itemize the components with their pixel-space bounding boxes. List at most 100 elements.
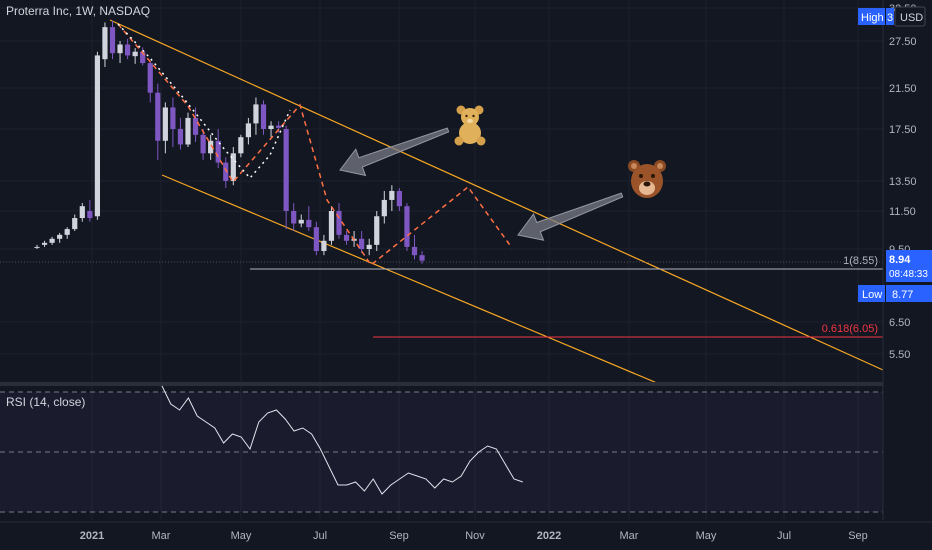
candle-body: [57, 234, 63, 239]
time-tick-label: Mar: [620, 530, 639, 542]
fib-label: 0.618(6.05): [822, 323, 878, 335]
candle: [162, 102, 168, 154]
candle-body: [404, 206, 410, 247]
zigzag-pattern: [117, 23, 513, 267]
candle-body: [87, 211, 93, 219]
trend-channel: [109, 19, 884, 384]
candle: [200, 129, 206, 160]
candle: [79, 203, 85, 222]
candle-body: [245, 123, 251, 138]
candle-body: [170, 107, 176, 129]
candle: [41, 240, 48, 247]
candle: [208, 134, 214, 160]
candle-body: [411, 246, 418, 256]
candle: [359, 230, 365, 254]
countdown: 08:48:33: [889, 269, 928, 280]
time-tick-label: May: [231, 530, 252, 542]
candle-body: [253, 104, 259, 124]
price-tick-label: 5.50: [889, 349, 910, 361]
price-tick-label: 27.50: [889, 36, 917, 48]
candle: [223, 157, 229, 189]
candle: [117, 41, 123, 64]
candlestick-series: [34, 20, 425, 264]
candle-body: [102, 27, 108, 60]
time-tick-label: May: [696, 530, 717, 542]
high-badge: [858, 8, 885, 25]
candle-body: [200, 134, 206, 154]
candle-body: [147, 63, 153, 93]
last-price: 8.94: [889, 254, 911, 266]
candle-body: [283, 129, 289, 211]
candle: [389, 185, 395, 211]
candle-body: [132, 51, 138, 57]
candle: [49, 236, 55, 245]
candle: [230, 146, 236, 186]
time-axis-bg: [0, 522, 932, 550]
price-tick-label: 13.50: [889, 176, 917, 188]
candle: [313, 221, 319, 256]
time-tick-label: Sep: [848, 530, 868, 542]
low-badge: [858, 285, 885, 302]
candle-body: [389, 190, 395, 200]
candle: [185, 112, 191, 147]
arrow-left: [339, 127, 450, 177]
candle-body: [41, 242, 48, 245]
candle: [245, 117, 251, 145]
candle-body: [72, 218, 78, 230]
candle-body: [374, 216, 380, 245]
candle-body: [313, 227, 319, 252]
time-tick-label: Mar: [152, 530, 171, 542]
price-axis: 32.5027.5021.5017.5013.5011.509.506.505.…: [858, 0, 932, 520]
candle: [215, 129, 221, 169]
candle-body: [223, 162, 229, 181]
time-axis: 2021 Mar May Jul Sep Nov 2022 Mar May Jul Sep: [0, 521, 932, 550]
candle: [72, 214, 78, 231]
chart-grid: [0, 0, 883, 520]
candle-body: [343, 234, 350, 241]
candle-body: [419, 255, 425, 261]
candle-body: [49, 238, 55, 243]
rsi-line: [161, 385, 523, 495]
candle-body: [238, 137, 244, 154]
fib-label: 1(8.55): [843, 255, 878, 267]
arrow-right: [517, 192, 624, 241]
candle-body: [177, 129, 184, 145]
candle: [419, 251, 425, 264]
candle: [321, 234, 327, 256]
chart-annotations: [117, 23, 666, 267]
candle: [291, 203, 297, 231]
high-label: High: [861, 12, 884, 24]
candle: [102, 22, 108, 67]
candle: [306, 206, 312, 231]
candle-body: [94, 55, 100, 217]
candle-body: [125, 44, 131, 56]
candle: [57, 232, 63, 243]
candle-body: [359, 238, 365, 249]
candle: [192, 107, 199, 143]
candle-body: [381, 199, 387, 217]
candle: [268, 121, 274, 138]
candle: [366, 238, 372, 256]
candle: [132, 48, 138, 64]
candle: [177, 117, 184, 150]
high-value-badge: [886, 8, 894, 25]
candle-body: [162, 107, 168, 141]
fib-levels: 1(8.55) 0.618(6.05): [0, 255, 883, 338]
channel-lower-line: [161, 174, 658, 384]
arrow-left-shape: [339, 127, 450, 177]
candle-body: [276, 125, 282, 128]
currency-box: [894, 6, 926, 27]
teddy-bear-icon: [454, 105, 486, 146]
candle-body: [34, 246, 40, 248]
candle-body: [260, 104, 267, 129]
rsi-label: RSI (14, close): [6, 395, 86, 409]
candle-body: [192, 117, 199, 135]
candle-body: [298, 219, 304, 224]
candle-body: [140, 51, 146, 64]
candle: [260, 100, 267, 135]
candle-body: [117, 44, 123, 54]
candle: [147, 60, 153, 103]
channel-upper-line: [109, 19, 884, 371]
candle: [170, 97, 176, 147]
